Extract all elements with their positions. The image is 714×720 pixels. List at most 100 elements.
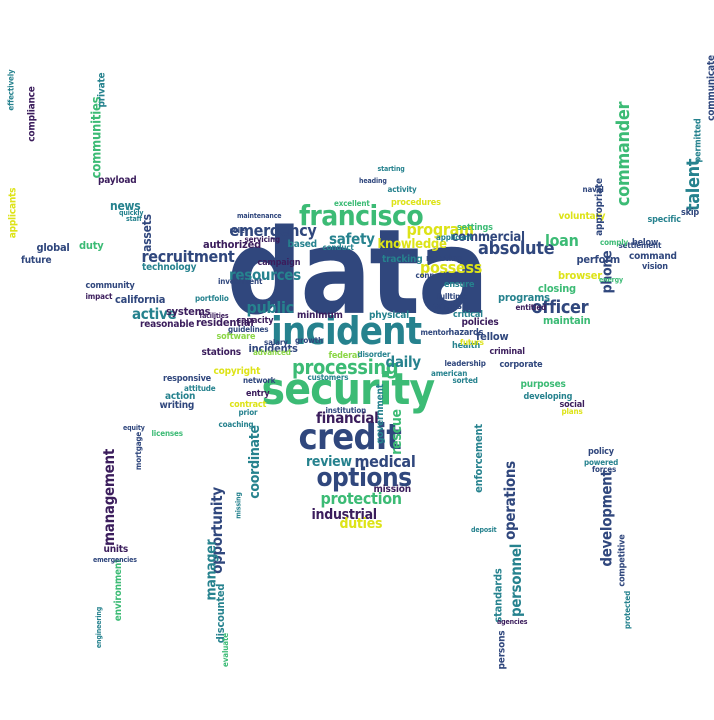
word-contract: contract: [229, 399, 267, 410]
word-licenses: licenses: [151, 429, 184, 438]
word-disorder: disorder: [357, 350, 391, 359]
word-action: action: [165, 391, 196, 402]
word-communicate: communicate: [705, 55, 714, 121]
word-environment: environment: [113, 558, 125, 622]
word-management: management: [99, 448, 118, 546]
word-network: network: [243, 376, 276, 385]
word-vision: vision: [642, 261, 668, 272]
word-portfolio: portfolio: [195, 294, 229, 303]
word-meeting: meeting: [426, 253, 463, 264]
word-mentor: mentor: [420, 328, 450, 337]
word-communities: communities: [89, 96, 105, 178]
word-based: based: [287, 239, 318, 250]
word-campaign: campaign: [257, 257, 301, 268]
word-public: public: [246, 298, 295, 317]
word-financial: financial: [316, 408, 379, 427]
word-units: units: [103, 544, 129, 555]
word-applicants: applicants: [6, 187, 18, 239]
word-security: security: [261, 364, 436, 415]
word-customers: customers: [307, 373, 349, 382]
word-possess: possess: [420, 258, 483, 277]
word-responsive: responsive: [163, 373, 211, 384]
word-agencies: agencies: [497, 617, 528, 626]
word-writing: writing: [159, 400, 195, 411]
word-private: private: [95, 72, 107, 108]
word-salary: salary: [264, 338, 288, 347]
word-global: global: [36, 240, 70, 254]
word-specific: specific: [647, 214, 682, 225]
word-sorted: sorted: [452, 376, 478, 385]
word-english: english: [432, 301, 469, 312]
word-capacity: capacity: [236, 315, 274, 326]
word-social: social: [559, 399, 585, 410]
word-attitude: attitude: [184, 384, 216, 393]
word-medical: medical: [354, 452, 416, 471]
word-copyright: copyright: [213, 366, 261, 377]
word-investment: investment: [218, 277, 263, 286]
word-closing: closing: [538, 281, 576, 295]
word-fellow: fellow: [476, 329, 509, 343]
word-criminal: criminal: [489, 346, 526, 357]
word-options: options: [316, 463, 413, 493]
word-review: review: [306, 454, 352, 470]
word-forces: forces: [592, 465, 617, 474]
word-entry: entry: [246, 388, 270, 399]
word-evaluate: evaluate: [220, 633, 230, 667]
word-personnel: personnel: [506, 543, 525, 617]
word-protection: protection: [320, 489, 403, 508]
word-coordinate: coordinate: [246, 425, 263, 499]
word-data: data: [226, 203, 490, 341]
word-corporate: corporate: [499, 359, 543, 370]
word-active: active: [132, 304, 177, 323]
word-loan: loan: [545, 231, 579, 250]
word-tracking: tracking: [382, 254, 423, 265]
word-conduct: conduct: [322, 243, 354, 252]
word-assets: assets: [139, 214, 154, 252]
word-leadership: leadership: [444, 359, 486, 368]
word-hazards: hazards: [448, 327, 484, 338]
word-systems: systems: [166, 304, 211, 318]
word-rescue: rescue: [388, 409, 405, 455]
word-equity: equity: [123, 423, 145, 432]
word-starting: starting: [377, 164, 405, 173]
word-heading: heading: [359, 176, 387, 185]
word-staff: staff: [126, 214, 142, 223]
word-officer: officer: [531, 297, 589, 318]
word-effectively: effectively: [6, 69, 16, 111]
word-purposes: purposes: [520, 379, 566, 390]
word-reasonable: reasonable: [140, 319, 195, 330]
word-voluntary: voluntary: [558, 211, 606, 222]
word-maintenance: maintenance: [237, 211, 282, 220]
word-energy: energy: [599, 275, 623, 284]
word-american: american: [431, 369, 468, 378]
word-safety: safety: [329, 229, 375, 248]
word-impact: impact: [85, 292, 113, 301]
word-permitted: permitted: [693, 118, 704, 162]
word-persons: persons: [495, 630, 507, 670]
word-absolute: absolute: [478, 238, 555, 259]
word-enforcement: enforcement: [471, 423, 485, 493]
word-mortgage: mortgage: [134, 431, 144, 471]
word-compliance: compliance: [26, 86, 38, 142]
word-authorized: authorized: [203, 237, 261, 251]
word-institution: institution: [325, 406, 367, 415]
word-duties: duties: [339, 516, 383, 532]
word-fulltime: fulltime: [437, 292, 468, 301]
word-minimum: minimum: [297, 310, 343, 321]
word-commander: commander: [613, 101, 635, 207]
word-below: below: [632, 237, 659, 248]
word-excellent: excellent: [334, 199, 370, 208]
word-missing: missing: [234, 491, 243, 519]
word-critical: critical: [453, 309, 483, 320]
word-emergency: emergency: [229, 221, 317, 240]
word-facilities: facilities: [199, 311, 229, 320]
word-community: community: [85, 280, 135, 291]
word-credit: credit: [298, 417, 402, 458]
word-protected: protected: [623, 590, 633, 630]
word-health: health: [452, 340, 481, 351]
word-prior: prior: [238, 408, 258, 417]
word-powered: powered: [584, 458, 619, 467]
word-emergencies: emergencies: [93, 555, 137, 564]
word-advanced: advanced: [253, 348, 291, 357]
